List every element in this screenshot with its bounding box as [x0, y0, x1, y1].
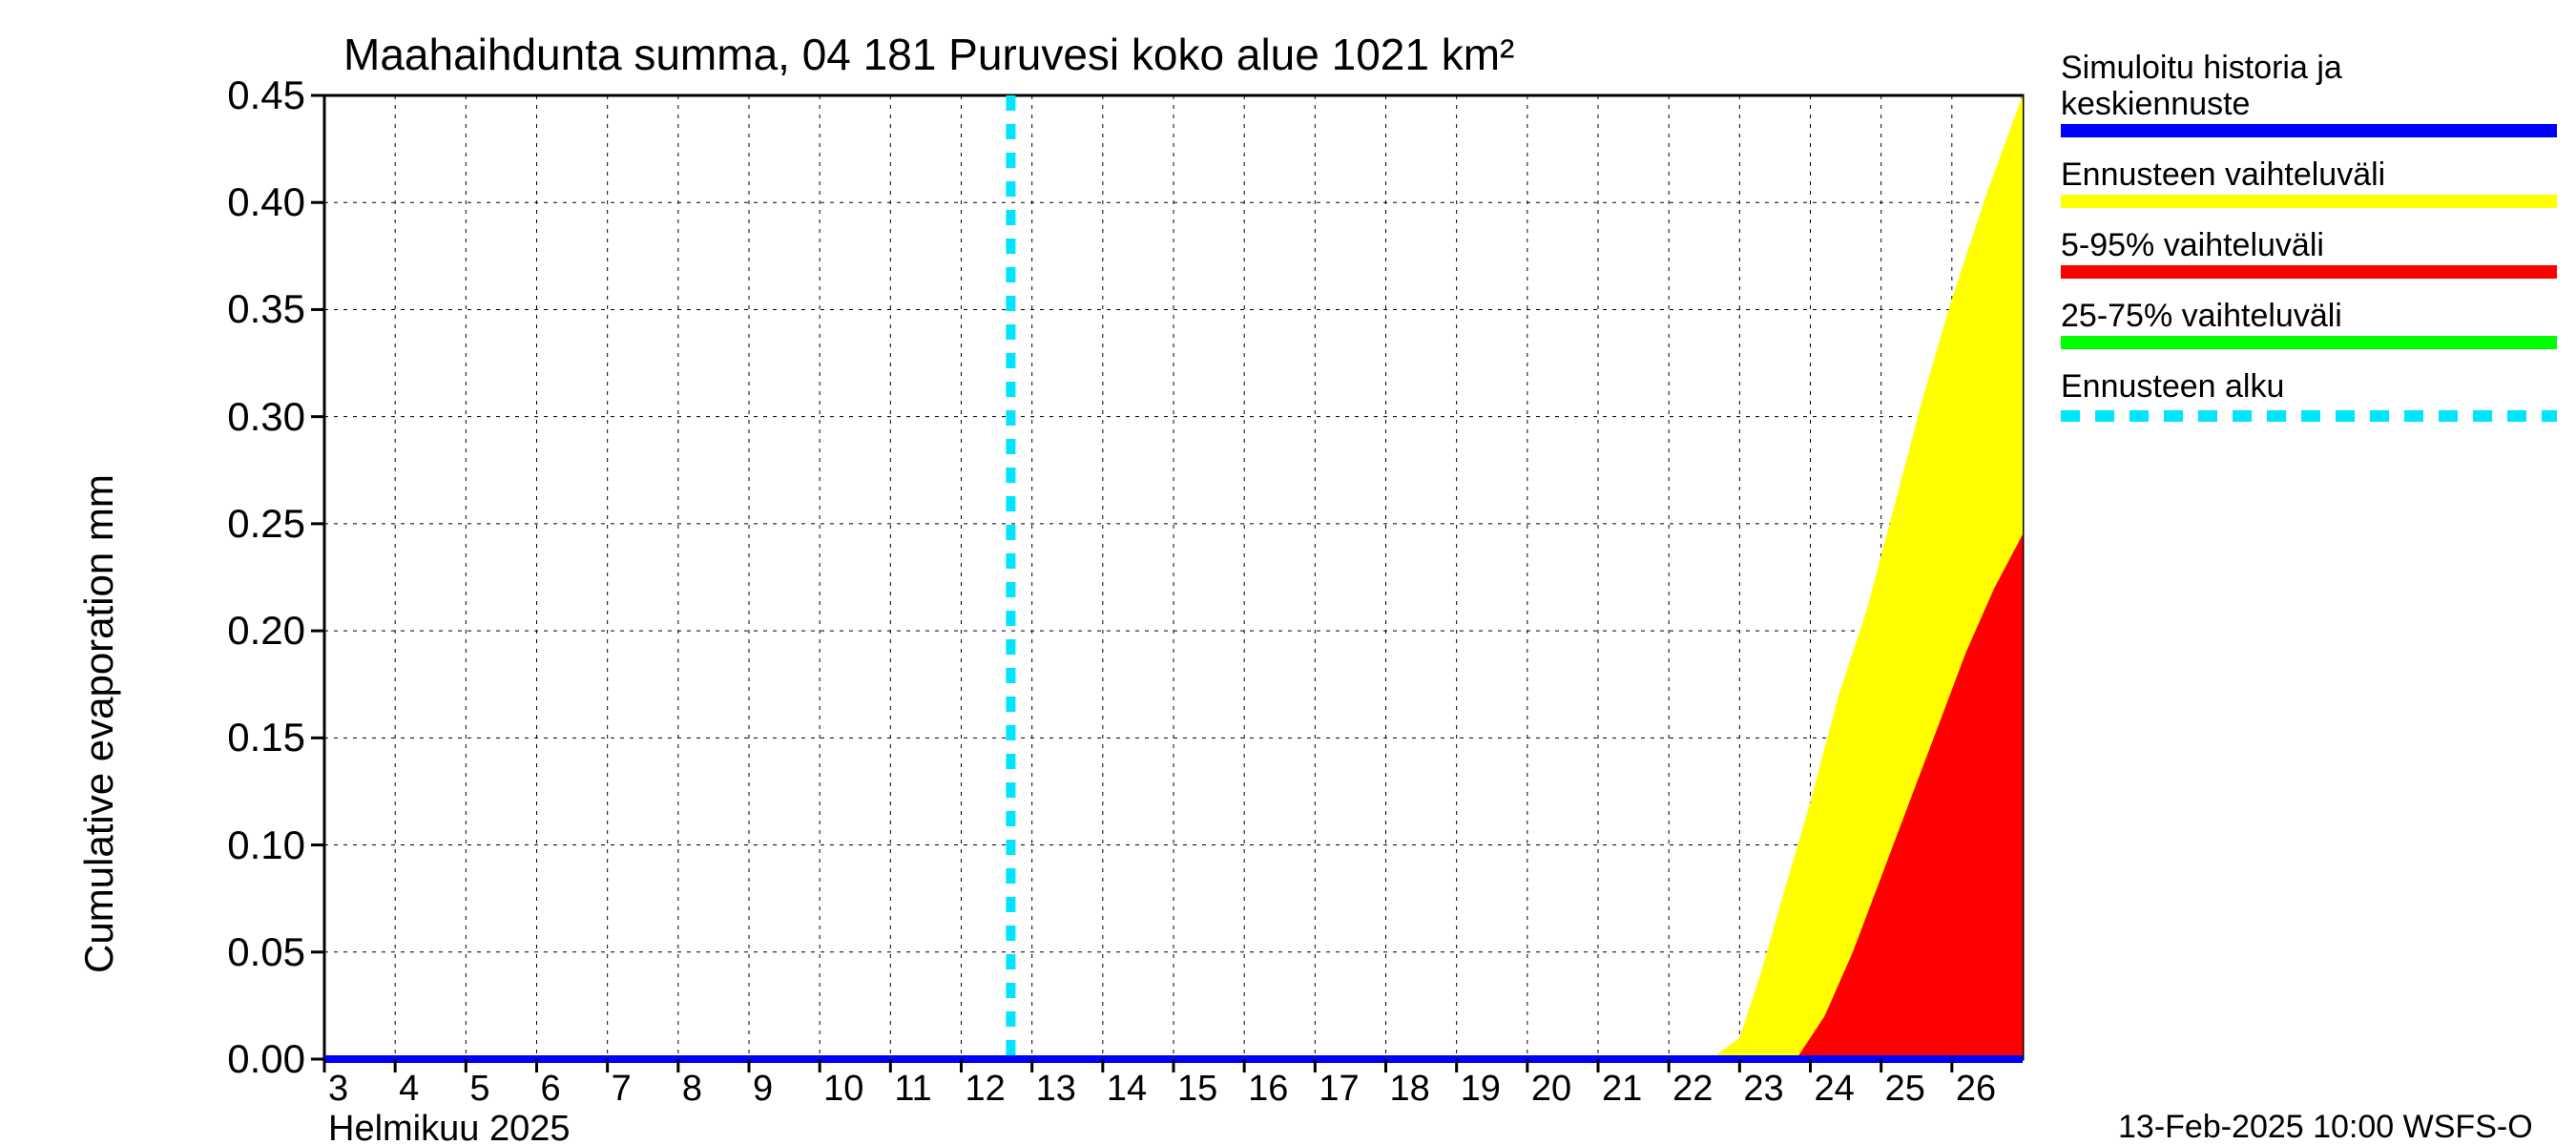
y-tick-label: 0.30	[196, 394, 305, 440]
legend-label: 5-95% vaihteluväli	[2061, 227, 2324, 264]
x-tick-label: 24	[1815, 1069, 1855, 1110]
y-tick-label: 0.45	[196, 73, 305, 118]
y-tick-label: 0.40	[196, 179, 305, 225]
y-tick-label: 0.25	[196, 501, 305, 547]
x-tick-label: 11	[894, 1069, 931, 1110]
x-tick-label: 13	[1036, 1069, 1076, 1110]
legend-swatch	[2061, 336, 2557, 349]
y-tick-label: 0.20	[196, 608, 305, 654]
x-tick-label: 19	[1461, 1069, 1501, 1110]
x-tick-label: 4	[399, 1069, 419, 1110]
x-tick-label: 6	[541, 1069, 561, 1110]
y-tick-label: 0.35	[196, 286, 305, 332]
x-tick-label: 12	[966, 1069, 1006, 1110]
x-tick-label: 7	[612, 1069, 632, 1110]
legend-swatch	[2061, 195, 2557, 208]
legend-swatch	[2061, 124, 2557, 137]
legend-label: 25-75% vaihteluväli	[2061, 298, 2342, 335]
x-tick-label: 18	[1390, 1069, 1430, 1110]
footer-timestamp: 13-Feb-2025 10:00 WSFS-O	[2118, 1109, 2533, 1145]
x-tick-label: 26	[1956, 1069, 1996, 1110]
x-tick-label: 17	[1319, 1069, 1359, 1110]
x-tick-label: 10	[823, 1069, 863, 1110]
legend-label: keskiennuste	[2061, 86, 2250, 123]
x-tick-label: 22	[1672, 1069, 1713, 1110]
x-tick-label: 14	[1107, 1069, 1147, 1110]
x-tick-label: 23	[1743, 1069, 1783, 1110]
legend-label: Ennusteen vaihteluväli	[2061, 156, 2385, 194]
y-tick-label: 0.10	[196, 822, 305, 868]
x-tick-label: 25	[1885, 1069, 1925, 1110]
y-tick-label: 0.05	[196, 929, 305, 975]
x-tick-label: 5	[469, 1069, 489, 1110]
y-tick-label: 0.15	[196, 715, 305, 760]
legend-label: Simuloitu historia ja	[2061, 50, 2342, 87]
x-tick-label: 8	[682, 1069, 702, 1110]
x-tick-label: 3	[328, 1069, 348, 1110]
legend-swatch	[2061, 265, 2557, 279]
x-tick-label: 9	[753, 1069, 773, 1110]
chart-root: Maahaihdunta summa, 04 181 Puruvesi koko…	[0, 0, 2576, 1145]
x-tick-label: 16	[1248, 1069, 1288, 1110]
y-tick-label: 0.00	[196, 1036, 305, 1082]
x-tick-label: 15	[1177, 1069, 1217, 1110]
x-tick-label: 20	[1531, 1069, 1571, 1110]
legend-swatch	[2061, 406, 2557, 426]
x-tick-label: 21	[1602, 1069, 1642, 1110]
legend-label: Ennusteen alku	[2061, 368, 2284, 406]
x-axis-month-fi: Helmikuu 2025	[328, 1109, 570, 1145]
